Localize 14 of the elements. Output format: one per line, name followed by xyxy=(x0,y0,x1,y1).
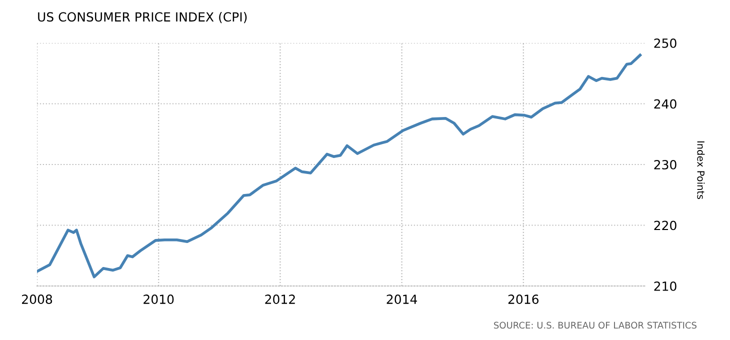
y-tick-label: 220 xyxy=(654,220,676,230)
y-tick-label: 230 xyxy=(654,160,676,170)
y-tick-label: 250 xyxy=(654,38,676,48)
y-axis-title: Index Points xyxy=(697,141,705,200)
x-tick-label: 2016 xyxy=(508,294,539,304)
x-tick-label: 2014 xyxy=(386,294,418,304)
x-tick-label: 2010 xyxy=(144,294,174,304)
y-tick-label: 240 xyxy=(654,99,676,109)
x-tick-label: 2012 xyxy=(265,294,295,304)
x-tick-label: 2008 xyxy=(22,294,52,304)
y-tick-label: 210 xyxy=(654,281,676,291)
chart-title: US CONSUMER PRICE INDEX (CPI) xyxy=(38,12,247,24)
line-series xyxy=(37,54,642,278)
source-note: SOURCE: U.S. BUREAU OF LABOR STATISTICS xyxy=(494,322,696,329)
